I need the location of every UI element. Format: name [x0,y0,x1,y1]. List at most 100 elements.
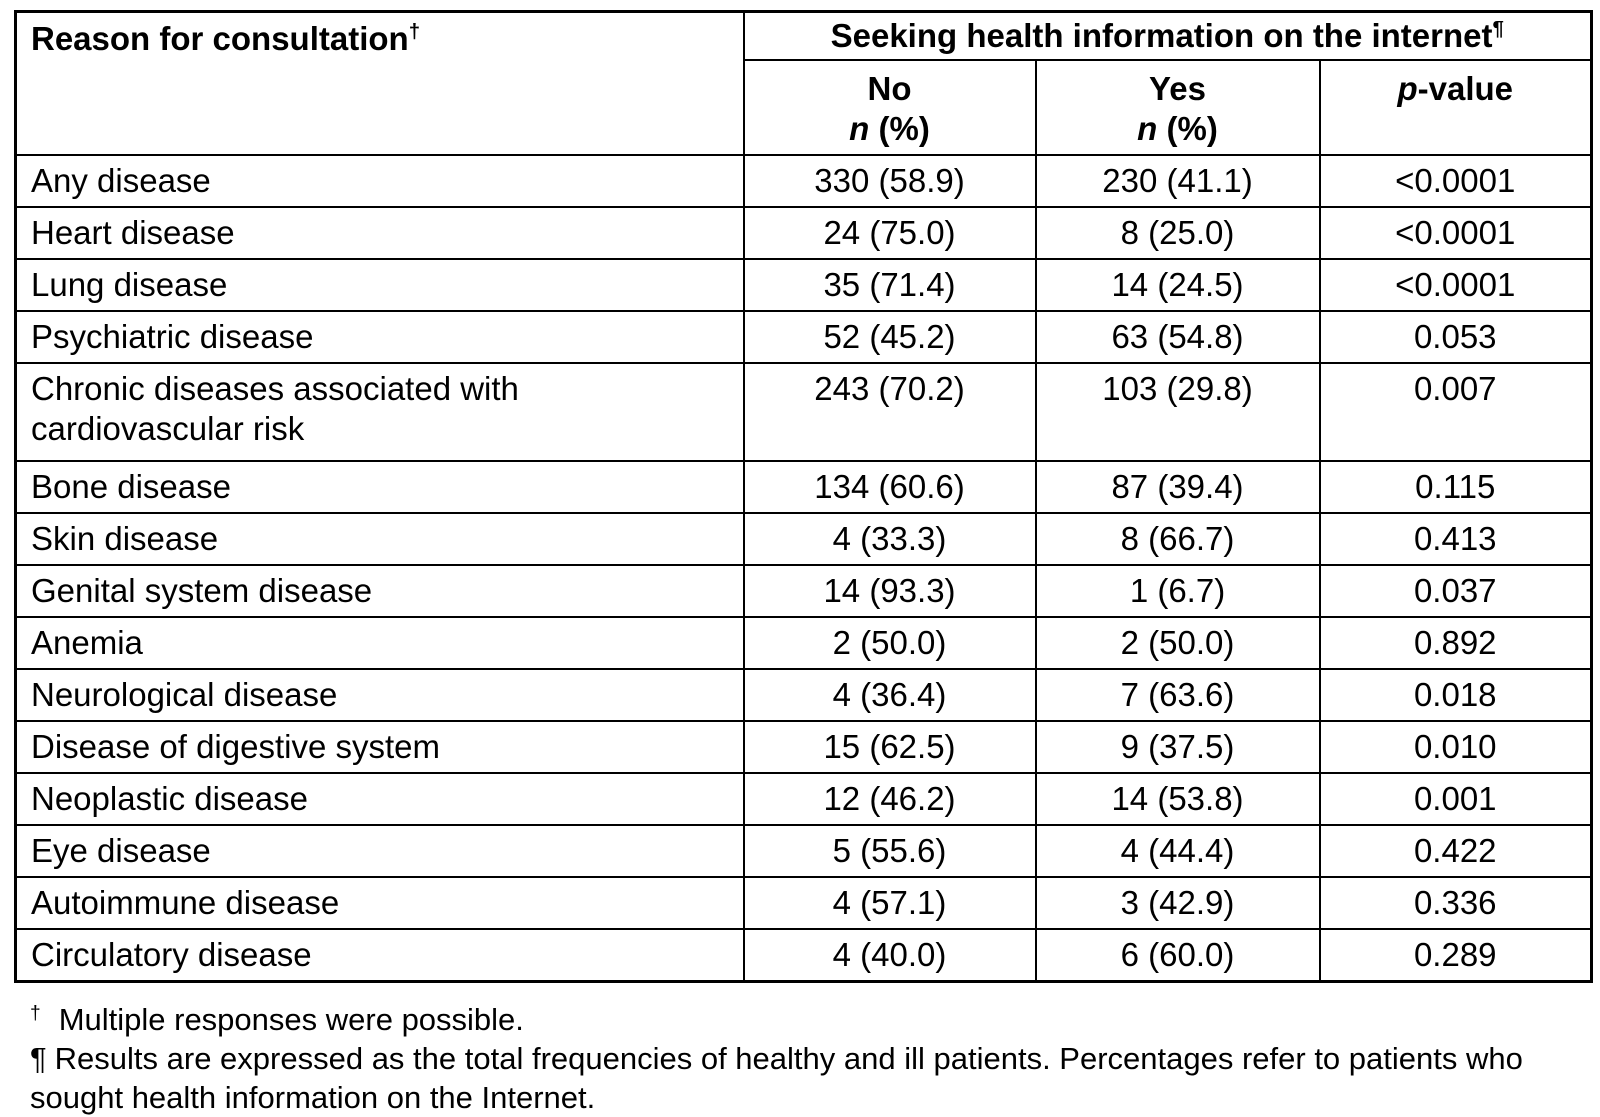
yes-count-cell: 8 (25.0) [1034,205,1321,260]
consultation-table: Reason for consultation† Seeking health … [14,10,1593,983]
p-value-cell: 0.413 [1318,511,1593,566]
table-row: Neurological disease 4 (36.4) 7 (63.6) 0… [14,667,1593,722]
no-count-cell: 52 (45.2) [742,309,1037,364]
table-row: Psychiatric disease 52 (45.2) 63 (54.8) … [14,309,1593,364]
yes-count-cell: 87 (39.4) [1034,459,1321,514]
no-count-cell: 12 (46.2) [742,771,1037,826]
p-value-cell: 0.001 [1318,771,1593,826]
column-header-no-label: No [867,69,912,107]
no-count-cell: 4 (33.3) [742,511,1037,566]
table-row: Circulatory disease 4 (40.0) 6 (60.0) 0.… [14,927,1593,982]
no-count-cell: 134 (60.6) [742,459,1037,514]
yes-count-cell: 8 (66.7) [1034,511,1321,566]
yes-count-cell: 14 (53.8) [1034,771,1321,826]
p-value-cell: 0.053 [1318,309,1593,364]
reason-cell: Skin disease [14,511,745,566]
p-value-cell: 0.007 [1318,361,1593,462]
table-row: Autoimmune disease 4 (57.1) 3 (42.9) 0.3… [14,875,1593,930]
table-row: Bone disease 134 (60.6) 87 (39.4) 0.115 [14,459,1593,514]
footnote-dagger: † Multiple responses were possible. [30,1000,1585,1039]
reason-cell: Psychiatric disease [14,309,745,364]
column-header-no-npct: n (%) [745,109,1035,149]
table-row: Heart disease 24 (75.0) 8 (25.0) <0.0001 [14,205,1593,260]
reason-cell: Genital system disease [14,563,745,618]
yes-count-cell: 9 (37.5) [1034,719,1321,774]
reason-cell: Any disease [14,153,745,208]
reason-cell: Anemia [14,615,745,670]
no-count-cell: 15 (62.5) [742,719,1037,774]
no-count-cell: 4 (57.1) [742,875,1037,930]
no-count-cell: 5 (55.6) [742,823,1037,878]
table-row: Chronic diseases associated with cardiov… [14,361,1593,462]
no-count-cell: 330 (58.9) [742,153,1037,208]
header-row-sub: No n (%) Yes n (%) p-value [16,58,1593,156]
pilcrow-mark: ¶ [30,1041,47,1076]
pilcrow-mark: ¶ [1492,16,1504,40]
reason-cell: Disease of digestive system [14,719,745,774]
reason-cell: Neurological disease [14,667,745,722]
reason-cell: Chronic diseases associated with cardiov… [14,361,745,462]
yes-count-cell: 3 (42.9) [1034,875,1321,930]
column-header-group-label: Seeking health information on the intern… [830,16,1493,54]
pct-label: (%) [869,109,930,147]
header-row-group: Reason for consultation† Seeking health … [14,10,1593,156]
column-header-yes: Yes n (%) [1034,58,1321,156]
column-header-yes-npct: n (%) [1037,109,1319,149]
table-row: Neoplastic disease 12 (46.2) 14 (53.8) 0… [14,771,1593,826]
reason-cell: Bone disease [14,459,745,514]
no-count-cell: 4 (36.4) [742,667,1037,722]
no-count-cell: 4 (40.0) [742,927,1037,982]
no-count-cell: 24 (75.0) [742,205,1037,260]
yes-count-cell: 103 (29.8) [1034,361,1321,462]
column-header-no: No n (%) [742,58,1037,156]
yes-count-cell: 1 (6.7) [1034,563,1321,618]
footnotes: † Multiple responses were possible. ¶ Resu… [30,1000,1585,1117]
column-header-reason: Reason for consultation† [14,10,745,156]
yes-count-cell: 7 (63.6) [1034,667,1321,722]
p-value-cell: 0.336 [1318,875,1593,930]
footnote-dagger-text: Multiple responses were possible. [58,1002,524,1037]
table-body: Any disease 330 (58.9) 230 (41.1) <0.000… [14,153,1593,982]
reason-cell: Lung disease [14,257,745,312]
reason-cell: Neoplastic disease [14,771,745,826]
no-count-cell: 2 (50.0) [742,615,1037,670]
n-symbol: n [849,109,870,147]
n-symbol: n [1137,109,1158,147]
yes-count-cell: 63 (54.8) [1034,309,1321,364]
table-row: Lung disease 35 (71.4) 14 (24.5) <0.0001 [14,257,1593,312]
table-row: Disease of digestive system 15 (62.5) 9 … [14,719,1593,774]
footnote-pilcrow-text: Results are expressed as the total frequ… [30,1041,1523,1115]
column-header-pvalue: p-value [1318,58,1593,156]
table-row: Anemia 2 (50.0) 2 (50.0) 0.892 [14,615,1593,670]
table-row: Skin disease 4 (33.3) 8 (66.7) 0.413 [14,511,1593,566]
yes-count-cell: 6 (60.0) [1034,927,1321,982]
pvalue-label: -value [1417,69,1514,107]
p-value-cell: <0.0001 [1318,205,1593,260]
table-row: Any disease 330 (58.9) 230 (41.1) <0.000… [14,153,1593,208]
reason-cell: Eye disease [14,823,745,878]
reason-cell: Autoimmune disease [14,875,745,930]
dagger-mark: † [408,20,421,43]
yes-count-cell: 2 (50.0) [1034,615,1321,670]
table-row: Genital system disease 14 (93.3) 1 (6.7)… [14,563,1593,618]
p-value-cell: 0.018 [1318,667,1593,722]
footnote-pilcrow: ¶ Results are expressed as the total freq… [30,1039,1585,1117]
p-symbol: p [1397,69,1418,107]
dagger-mark: † [30,1002,41,1024]
yes-count-cell: 230 (41.1) [1034,153,1321,208]
pct-label: (%) [1157,109,1218,147]
p-value-cell: 0.115 [1318,459,1593,514]
p-value-cell: 0.289 [1318,927,1593,982]
p-value-cell: 0.010 [1318,719,1593,774]
yes-count-cell: 4 (44.4) [1034,823,1321,878]
no-count-cell: 35 (71.4) [742,257,1037,312]
no-count-cell: 243 (70.2) [742,361,1037,462]
p-value-cell: <0.0001 [1318,257,1593,312]
p-value-cell: 0.422 [1318,823,1593,878]
p-value-cell: <0.0001 [1318,153,1593,208]
reason-cell: Heart disease [14,205,745,260]
no-count-cell: 14 (93.3) [742,563,1037,618]
column-header-reason-label: Reason for consultation [31,20,409,57]
p-value-cell: 0.892 [1318,615,1593,670]
